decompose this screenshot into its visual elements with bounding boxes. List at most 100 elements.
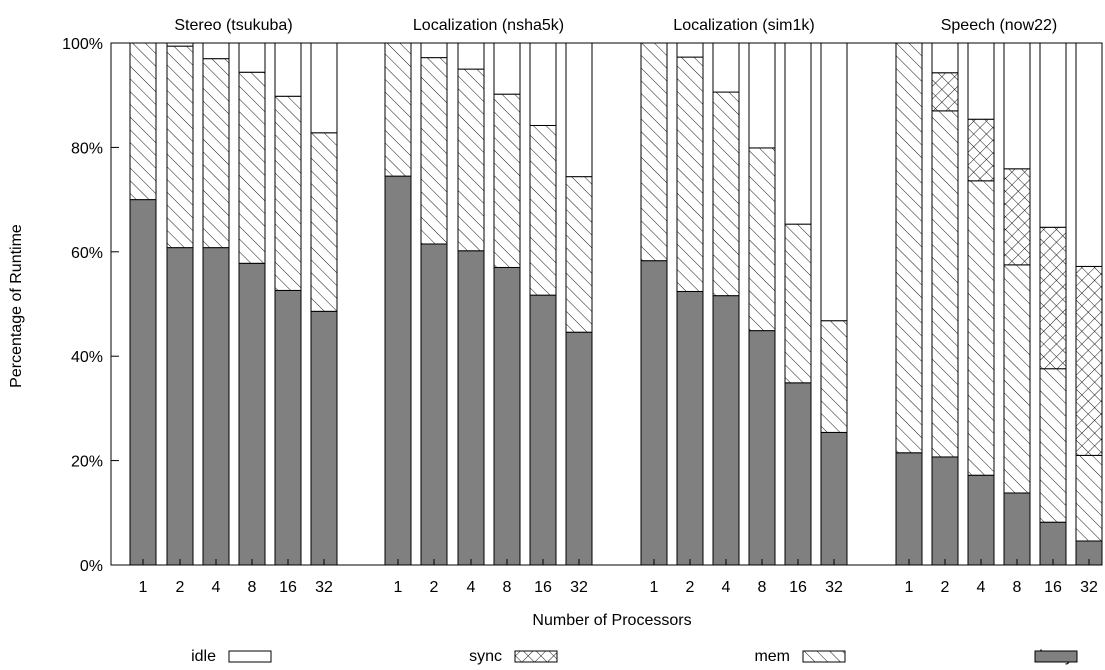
y-tick-label: 60% xyxy=(71,245,103,262)
bar-idle xyxy=(166,42,194,47)
bar-idle xyxy=(529,42,557,126)
x-axis-label: Number of Processors xyxy=(532,612,691,629)
bar-busy xyxy=(310,310,338,566)
bar-mem xyxy=(238,71,266,264)
bar-idle xyxy=(712,42,740,93)
bar-busy xyxy=(238,262,266,566)
bar-busy xyxy=(967,474,995,566)
y-tick-label: 100% xyxy=(62,36,103,53)
bar-busy xyxy=(420,243,448,566)
bar-mem xyxy=(202,58,230,249)
bar-mem xyxy=(493,93,521,268)
x-tick-label: 1 xyxy=(650,579,659,596)
x-tick-label: 1 xyxy=(394,579,403,596)
x-tick-label: 2 xyxy=(941,579,950,596)
bar-sync xyxy=(967,118,995,182)
x-tick-label: 4 xyxy=(722,579,731,596)
bar-idle xyxy=(1003,42,1031,170)
x-tick-label: 16 xyxy=(534,579,552,596)
bar-sync xyxy=(931,72,959,112)
x-tick-label: 1 xyxy=(139,579,148,596)
legend-swatch xyxy=(1034,650,1078,663)
bar-mem xyxy=(529,124,557,296)
bar-idle xyxy=(310,42,338,134)
bar-busy xyxy=(129,199,157,566)
bar-busy xyxy=(748,330,776,566)
x-tick-label: 8 xyxy=(248,579,257,596)
bar-mem xyxy=(1003,264,1031,494)
bar-mem xyxy=(712,91,740,297)
bar-idle xyxy=(202,42,230,60)
bar-mem xyxy=(676,56,704,292)
y-axis-label: Percentage of Runtime xyxy=(8,224,25,388)
bar-busy xyxy=(529,294,557,566)
x-tick-label: 2 xyxy=(176,579,185,596)
x-tick-label: 2 xyxy=(686,579,695,596)
bar-busy xyxy=(384,175,412,566)
bar-idle xyxy=(238,42,266,73)
x-tick-label: 32 xyxy=(570,579,588,596)
bar-mem xyxy=(1075,454,1103,542)
bar-mem xyxy=(565,176,593,333)
x-tick-label: 4 xyxy=(212,579,221,596)
x-tick-label: 8 xyxy=(1013,579,1022,596)
bar-busy xyxy=(784,382,812,566)
x-tick-label: 16 xyxy=(279,579,297,596)
bar-busy xyxy=(565,331,593,566)
bar-mem xyxy=(967,180,995,476)
legend-swatch xyxy=(228,650,272,663)
bar-busy xyxy=(676,290,704,566)
y-tick-label: 80% xyxy=(71,140,103,157)
bar-idle xyxy=(493,42,521,95)
bar-busy xyxy=(820,431,848,566)
x-tick-label: 4 xyxy=(977,579,986,596)
x-tick-label: 4 xyxy=(467,579,476,596)
bar-idle xyxy=(676,42,704,58)
bar-busy xyxy=(457,250,485,566)
bar-mem xyxy=(166,45,194,249)
plot-area: 0% 20% 40% 60% 80% 100% Stereo (tsukuba) 1 2 4 8 16… xyxy=(62,17,1103,665)
group-title: Stereo (tsukuba) xyxy=(174,17,292,34)
bar-idle xyxy=(967,42,995,120)
bar-idle xyxy=(1039,42,1067,228)
group-title: Speech (now22) xyxy=(941,17,1058,34)
bar-busy xyxy=(493,266,521,566)
bar-busy xyxy=(931,456,959,566)
bar-idle xyxy=(748,42,776,149)
bar-mem xyxy=(784,223,812,384)
legend-label: idle xyxy=(191,648,216,665)
bar-idle xyxy=(784,42,812,225)
bar-idle xyxy=(274,42,302,97)
bar-sync xyxy=(1039,226,1067,370)
legend-label: sync xyxy=(469,648,502,665)
x-tick-label: 16 xyxy=(789,579,807,596)
bar-busy xyxy=(166,247,194,566)
x-tick-label: 8 xyxy=(758,579,767,596)
bar-mem xyxy=(1039,368,1067,523)
legend-label: mem xyxy=(754,648,790,665)
legend-swatch xyxy=(802,650,846,663)
bar-busy xyxy=(640,260,668,566)
bar-busy xyxy=(274,289,302,566)
legend-swatch xyxy=(514,650,558,663)
bar-idle xyxy=(565,42,593,178)
bar-busy xyxy=(712,295,740,566)
bar-sync xyxy=(1003,168,1031,266)
group-title: Localization (nsha5k) xyxy=(413,17,564,34)
x-tick-label: 8 xyxy=(503,579,512,596)
bar-idle xyxy=(1075,42,1103,267)
bar-sync xyxy=(1075,265,1103,456)
group-title: Localization (sim1k) xyxy=(673,17,814,34)
x-tick-label: 32 xyxy=(315,579,333,596)
x-tick-label: 32 xyxy=(825,579,843,596)
bar-mem xyxy=(748,147,776,332)
y-tick-label: 0% xyxy=(80,558,103,575)
x-tick-label: 32 xyxy=(1080,579,1098,596)
bar-mem xyxy=(640,42,668,262)
bar-mem xyxy=(384,42,412,177)
bar-busy xyxy=(1039,521,1067,566)
bar-busy xyxy=(1003,492,1031,566)
y-tick-label: 20% xyxy=(71,454,103,471)
bar-idle xyxy=(420,42,448,59)
